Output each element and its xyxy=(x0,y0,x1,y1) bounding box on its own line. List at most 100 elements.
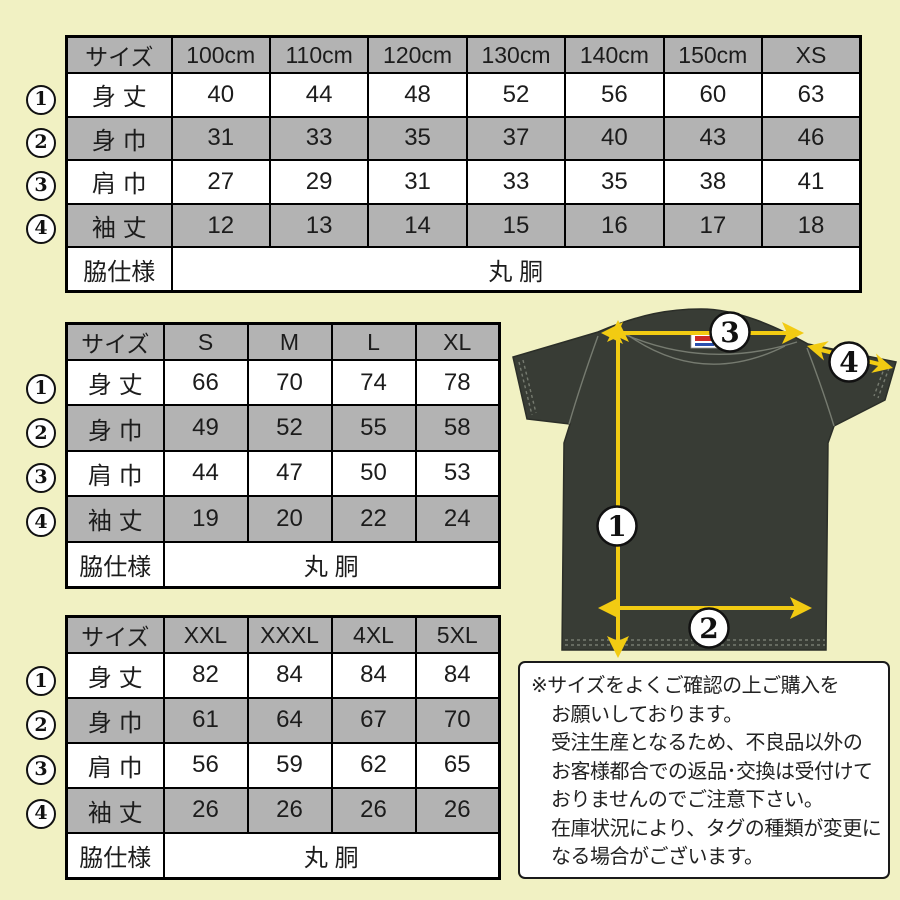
note-line: お客様都合での返品･交換は受付けて xyxy=(551,760,873,783)
size-value-cell: 48 xyxy=(367,72,468,118)
table-row: 身 丈 82 84 84 84 xyxy=(65,652,501,699)
note-line: 受注生産となるため、不良品以外の xyxy=(551,732,863,754)
size-column-header: 150cm xyxy=(662,35,764,74)
table-row: 肩 巾 44 47 50 53 xyxy=(65,449,501,498)
measure-row-label: 身 巾 xyxy=(65,115,173,162)
size-value-cell: 64 xyxy=(246,696,333,744)
size-value-cell: 47 xyxy=(246,449,333,498)
size-value-cell: 44 xyxy=(268,72,370,118)
row-number-badge: 3 xyxy=(26,462,56,493)
note-line: なる場合がございます。 xyxy=(551,846,764,868)
size-value-cell: 55 xyxy=(330,404,417,452)
side-spec-value: 丸 胴 xyxy=(162,831,501,880)
row-number-badge: 4 xyxy=(26,798,56,829)
measure-markers: 1 2 3 4 xyxy=(596,311,870,649)
size-value-cell: 67 xyxy=(330,696,417,744)
size-column-header: 110cm xyxy=(268,35,370,74)
size-value-cell: 27 xyxy=(170,159,271,205)
size-value-cell: 31 xyxy=(367,159,468,205)
side-spec-row: 脇仕様丸 胴 xyxy=(65,831,501,880)
table-row: 袖 丈 19 20 22 24 xyxy=(65,495,501,543)
measure-row-label: 身 巾 xyxy=(65,404,165,452)
size-column-header: 140cm xyxy=(564,35,665,74)
size-value-cell: 31 xyxy=(170,115,271,162)
marker-number-3: 3 xyxy=(720,316,739,349)
size-column-header: 5XL xyxy=(414,615,501,654)
size-value-cell: 20 xyxy=(246,495,333,543)
row-number-badge: 1 xyxy=(26,373,56,404)
marker-number-2: 2 xyxy=(699,612,718,645)
header-row: サイズ 100cm 110cm 120cm 130cm 140cm 150cm XS xyxy=(65,35,862,74)
table-row: 身 巾 61 64 67 70 xyxy=(65,696,501,744)
marker-circle-3 xyxy=(709,311,751,353)
row-number-badge: 2 xyxy=(26,418,56,449)
size-value-cell: 15 xyxy=(465,202,567,249)
header-row: サイズ XXL XXXL 4XL 5XL xyxy=(65,615,501,654)
purchase-note-box: ※サイズをよくご確認の上ご購入を お願いしております。 受注生産となるため、不良… xyxy=(518,661,890,879)
size-value-cell: 82 xyxy=(162,652,249,699)
size-value-cell: 37 xyxy=(465,115,567,162)
size-value-cell: 26 xyxy=(330,786,417,834)
note-line: 在庫状況により、タグの種類が変更に xyxy=(551,817,882,840)
size-column-header: 4XL xyxy=(330,615,417,654)
size-value-cell: 18 xyxy=(761,202,862,249)
size-value-cell: 65 xyxy=(414,741,501,789)
size-value-cell: 70 xyxy=(246,358,333,407)
size-value-cell: 46 xyxy=(761,115,862,162)
row-number-gutter: 1 2 3 4 xyxy=(20,615,65,880)
size-value-cell: 63 xyxy=(761,72,862,118)
size-value-cell: 13 xyxy=(268,202,370,249)
size-value-cell: 22 xyxy=(330,495,417,543)
size-value-cell: 61 xyxy=(162,696,249,744)
size-column-header: XXXL xyxy=(246,615,333,654)
row-number-badge: 2 xyxy=(26,710,56,741)
size-value-cell: 35 xyxy=(367,115,468,162)
measure-row-label: 身 丈 xyxy=(65,652,165,699)
side-spec-row: 脇仕様丸 胴 xyxy=(65,540,501,589)
size-value-cell: 43 xyxy=(662,115,764,162)
size-column-header: L xyxy=(330,322,417,361)
size-table-adult: 1 2 3 4 サイズ S M L XL 身 丈 66 70 74 78 身 巾 49 52 55 58 肩 巾 44 4… xyxy=(20,322,501,589)
row-number-gutter: 1 2 3 4 xyxy=(20,35,65,293)
size-table: サイズ S M L XL 身 丈 66 70 74 78 身 巾 49 52 55 58 肩 巾 44 47 50 5… xyxy=(65,322,501,589)
size-value-cell: 33 xyxy=(465,159,567,205)
row-number-badge: 4 xyxy=(26,507,56,538)
size-value-cell: 59 xyxy=(246,741,333,789)
row-number-badge: 1 xyxy=(26,84,56,115)
size-column-header: M xyxy=(246,322,333,361)
marker-number-4: 4 xyxy=(839,346,858,379)
measure-row-label: 袖 丈 xyxy=(65,202,173,249)
measure-row-label: 身 巾 xyxy=(65,696,165,744)
table-row: 身 丈 66 70 74 78 xyxy=(65,358,501,407)
row-number-gutter: 1 2 3 4 xyxy=(20,322,65,589)
size-table: サイズ 100cm 110cm 120cm 130cm 140cm 150cm XS 身 丈 40… xyxy=(65,35,862,293)
size-value-cell: 58 xyxy=(414,404,501,452)
side-spec-label: 脇仕様 xyxy=(65,246,173,293)
size-column-header: S xyxy=(162,322,249,361)
size-value-cell: 26 xyxy=(414,786,501,834)
size-value-cell: 78 xyxy=(414,358,501,407)
header-row: サイズ S M L XL xyxy=(65,322,501,361)
size-value-cell: 16 xyxy=(564,202,665,249)
table-row: 肩 巾 56 59 62 65 xyxy=(65,741,501,789)
row-number-badge: 3 xyxy=(26,170,56,201)
size-value-cell: 44 xyxy=(162,449,249,498)
table-row: 袖 丈 26 26 26 26 xyxy=(65,786,501,834)
size-value-cell: 52 xyxy=(246,404,333,452)
marker-circle-2 xyxy=(688,607,730,649)
size-value-cell: 17 xyxy=(662,202,764,249)
measure-row-label: 肩 巾 xyxy=(65,741,165,789)
size-value-cell: 33 xyxy=(268,115,370,162)
size-value-cell: 66 xyxy=(162,358,249,407)
size-value-cell: 74 xyxy=(330,358,417,407)
marker-number-1: 1 xyxy=(607,510,626,543)
size-value-cell: 24 xyxy=(414,495,501,543)
size-table-kids: 1 2 3 4 サイズ 100cm 110cm 120cm 130cm 140cm 150cm XS 身… xyxy=(20,35,862,293)
row-number-badge: 2 xyxy=(26,127,56,158)
size-value-cell: 60 xyxy=(662,72,764,118)
measure-row-label: 肩 巾 xyxy=(65,159,173,205)
row-number-badge: 4 xyxy=(26,213,56,244)
size-table-big: 1 2 3 4 サイズ XXL XXXL 4XL 5XL 身 丈 82 84 84 84 身 巾 61 64 67… xyxy=(20,615,501,880)
size-value-cell: 50 xyxy=(330,449,417,498)
size-value-cell: 35 xyxy=(564,159,665,205)
